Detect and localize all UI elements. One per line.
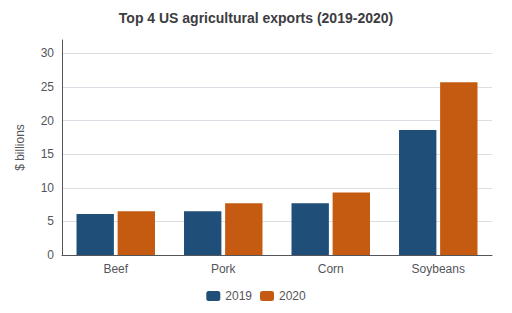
svg-text:20: 20 — [41, 114, 55, 128]
svg-text:10: 10 — [41, 181, 55, 195]
svg-text:2020: 2020 — [279, 289, 306, 303]
svg-text:0: 0 — [47, 248, 54, 262]
svg-text:Beef: Beef — [103, 262, 128, 276]
svg-text:Corn: Corn — [318, 262, 344, 276]
svg-text:$ billions: $ billions — [13, 124, 27, 171]
svg-text:5: 5 — [47, 214, 54, 228]
svg-text:25: 25 — [41, 80, 55, 94]
svg-text:2019: 2019 — [225, 289, 252, 303]
svg-text:30: 30 — [41, 46, 55, 60]
svg-text:Top 4 US agricultural exports: Top 4 US agricultural exports (2019-2020… — [119, 10, 393, 26]
svg-text:Soybeans: Soybeans — [412, 262, 465, 276]
svg-text:Pork: Pork — [211, 262, 237, 276]
svg-text:15: 15 — [41, 147, 55, 161]
